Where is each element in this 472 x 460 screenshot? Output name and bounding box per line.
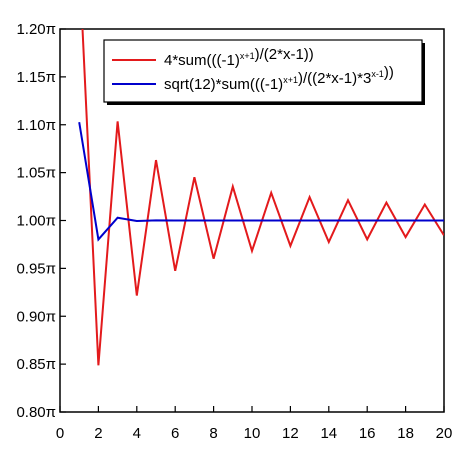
- x-tick-label: 10: [244, 425, 261, 442]
- x-tick-label: 20: [436, 425, 453, 442]
- x-tick-label: 16: [359, 425, 376, 442]
- x-tick-label: 2: [94, 425, 102, 442]
- x-tick-label: 8: [209, 425, 217, 442]
- y-tick-label: 0.95π: [16, 260, 56, 277]
- y-tick-label: 0.85π: [16, 356, 56, 373]
- y-tick-label: 1.10π: [16, 117, 56, 134]
- x-tick-label: 6: [171, 425, 179, 442]
- y-tick-label: 0.80π: [16, 404, 56, 421]
- y-tick-label: 1.15π: [16, 69, 56, 86]
- y-tick-label: 1.05π: [16, 165, 56, 182]
- legend: 4*sum(((-1)x+1)/(2*x-1))sqrt(12)*sum(((-…: [104, 40, 425, 105]
- x-tick-label: 18: [397, 425, 414, 442]
- y-tick-label: 1.20π: [16, 21, 56, 38]
- x-tick-label: 0: [56, 425, 64, 442]
- y-tick-label: 1.00π: [16, 213, 56, 230]
- x-tick-label: 14: [320, 425, 337, 442]
- y-tick-label: 0.90π: [16, 308, 56, 325]
- x-tick-label: 12: [282, 425, 299, 442]
- x-tick-label: 4: [133, 425, 141, 442]
